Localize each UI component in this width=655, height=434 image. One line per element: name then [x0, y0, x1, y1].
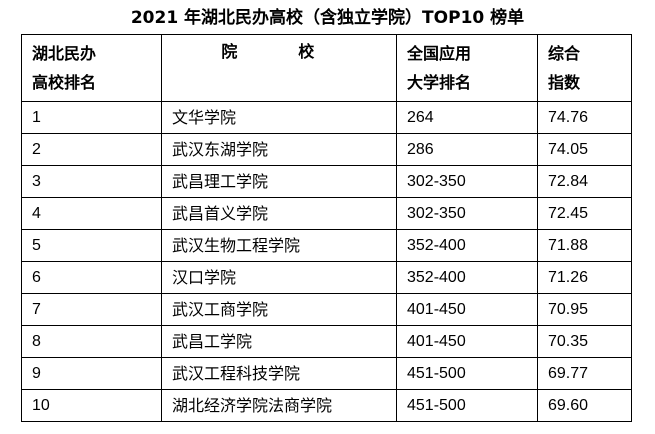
cell-school: 武昌工学院	[161, 325, 397, 358]
cell-school: 武昌首义学院	[161, 197, 397, 230]
header-provincial-rank: 湖北民办 高校排名	[21, 34, 162, 102]
cell-score: 69.77	[537, 357, 632, 390]
cell-rank: 1	[21, 101, 162, 134]
cell-national-rank: 302-350	[396, 165, 538, 198]
header-score-line2: 指数	[548, 73, 581, 92]
table-row: 3 武昌理工学院 302-350 72.84	[21, 165, 632, 198]
cell-national-rank: 264	[396, 101, 538, 134]
cell-score: 72.84	[537, 165, 632, 198]
cell-school: 湖北经济学院法商学院	[161, 389, 397, 422]
header-school: 院 校	[161, 34, 397, 102]
cell-rank: 7	[21, 293, 162, 326]
cell-score: 70.35	[537, 325, 632, 358]
cell-school: 武昌理工学院	[161, 165, 397, 198]
cell-score: 69.60	[537, 389, 632, 422]
header-row: 湖北民办 高校排名 院 校 全国应用 大学排名 综合 指数	[21, 34, 632, 102]
header-score-line1: 综合	[548, 44, 581, 63]
cell-rank: 2	[21, 133, 162, 166]
table-row: 10 湖北经济学院法商学院 451-500 69.60	[21, 389, 632, 422]
header-provincial-rank-line2: 高校排名	[32, 73, 97, 92]
cell-score: 74.76	[537, 101, 632, 134]
cell-rank: 10	[21, 389, 162, 422]
header-national-rank: 全国应用 大学排名	[396, 34, 538, 102]
cell-national-rank: 286	[396, 133, 538, 166]
table-row: 2 武汉东湖学院 286 74.05	[21, 133, 632, 166]
cell-rank: 9	[21, 357, 162, 390]
cell-national-rank: 352-400	[396, 261, 538, 294]
header-score: 综合 指数	[537, 34, 632, 102]
cell-school: 汉口学院	[161, 261, 397, 294]
table-row: 1 文华学院 264 74.76	[21, 101, 632, 134]
table-row: 6 汉口学院 352-400 71.26	[21, 261, 632, 294]
cell-national-rank: 401-450	[396, 293, 538, 326]
cell-school: 武汉工商学院	[161, 293, 397, 326]
header-national-rank-line2: 大学排名	[407, 73, 472, 92]
cell-school: 武汉东湖学院	[161, 133, 397, 166]
cell-rank: 6	[21, 261, 162, 294]
table-row: 5 武汉生物工程学院 352-400 71.88	[21, 229, 632, 262]
cell-rank: 5	[21, 229, 162, 262]
cell-national-rank: 302-350	[396, 197, 538, 230]
cell-rank: 8	[21, 325, 162, 358]
cell-score: 71.26	[537, 261, 632, 294]
ranking-table: 湖北民办 高校排名 院 校 全国应用 大学排名 综合 指数 1 文华学院 264…	[21, 34, 632, 422]
page-title: 2021 年湖北民办高校（含独立学院）TOP10 榜单	[130, 8, 525, 28]
header-national-rank-line1: 全国应用	[407, 44, 472, 63]
cell-rank: 4	[21, 197, 162, 230]
header-school-label: 院 校	[221, 42, 337, 61]
cell-national-rank: 451-500	[396, 389, 538, 422]
cell-national-rank: 352-400	[396, 229, 538, 262]
cell-school: 文华学院	[161, 101, 397, 134]
cell-score: 70.95	[537, 293, 632, 326]
table-row: 4 武昌首义学院 302-350 72.45	[21, 197, 632, 230]
header-provincial-rank-line1: 湖北民办	[32, 44, 97, 63]
table-row: 7 武汉工商学院 401-450 70.95	[21, 293, 632, 326]
cell-score: 72.45	[537, 197, 632, 230]
cell-national-rank: 401-450	[396, 325, 538, 358]
cell-school: 武汉生物工程学院	[161, 229, 397, 262]
cell-rank: 3	[21, 165, 162, 198]
table-row: 9 武汉工程科技学院 451-500 69.77	[21, 357, 632, 390]
cell-school: 武汉工程科技学院	[161, 357, 397, 390]
cell-national-rank: 451-500	[396, 357, 538, 390]
table-row: 8 武昌工学院 401-450 70.35	[21, 325, 632, 358]
cell-score: 74.05	[537, 133, 632, 166]
cell-score: 71.88	[537, 229, 632, 262]
